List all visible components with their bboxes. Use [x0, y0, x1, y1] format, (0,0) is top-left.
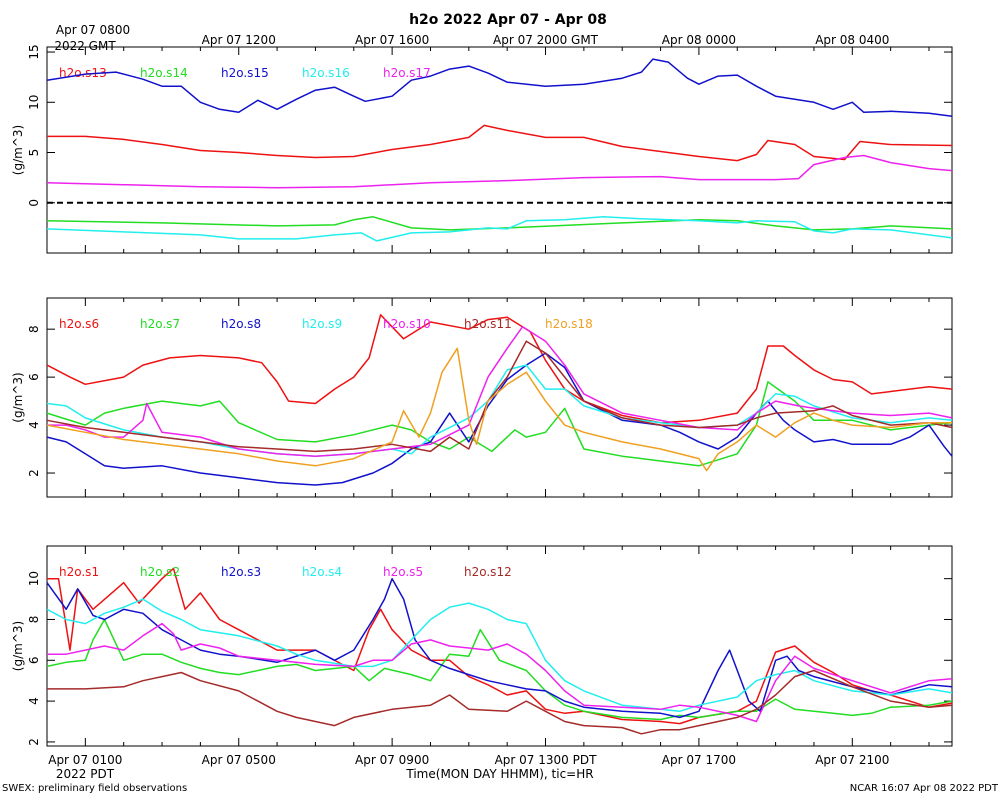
- legend-h2o-s12: h2o.s12: [464, 565, 512, 579]
- legend-h2o-s11: h2o.s11: [464, 317, 512, 331]
- footer-left-note: SWEX: preliminary field observations: [2, 783, 187, 794]
- y-axis-label: (g/m^3): [11, 621, 25, 671]
- top-axis-label: Apr 08 0400: [815, 33, 889, 47]
- top-axis-first-sublabel: 2022 GMT: [54, 39, 116, 53]
- bottom-axis-label: Apr 07 0900: [355, 753, 429, 767]
- y-tick-label: 10: [27, 95, 41, 110]
- top-axis-label: Apr 08 0000: [662, 33, 736, 47]
- plot-frame: [46, 545, 953, 747]
- legend-h2o-s18: h2o.s18: [545, 317, 593, 331]
- series-line-h2o-s2: [46, 618, 953, 721]
- y-tick-label: 8: [27, 616, 41, 624]
- y-tick-label: 5: [27, 149, 41, 157]
- series-line-h2o-s13: [47, 124, 953, 162]
- series-line-h2o-s7: [46, 381, 953, 467]
- y-tick-label: 4: [27, 697, 41, 705]
- y-tick-label: 10: [27, 571, 41, 586]
- top-axis-label: Apr 07 2000 GMT: [493, 33, 599, 47]
- legend-h2o-s3: h2o.s3: [221, 565, 261, 579]
- top-axis-label: Apr 07 1200: [202, 33, 276, 47]
- legend-h2o-s6: h2o.s6: [59, 317, 99, 331]
- y-axis-label: (g/m^3): [11, 125, 25, 175]
- series-line-h2o-s5: [47, 622, 953, 723]
- top-axis-label: Apr 07 1600: [355, 33, 429, 47]
- legend-h2o-s10: h2o.s10: [383, 317, 431, 331]
- y-tick-label: 0: [27, 199, 41, 207]
- legend-h2o-s1: h2o.s1: [59, 565, 99, 579]
- chart-title: h2o 2022 Apr 07 - Apr 08: [409, 12, 607, 28]
- series-line-h2o-s17: [46, 154, 953, 189]
- legend-h2o-s4: h2o.s4: [302, 565, 342, 579]
- series-line-h2o-s16: [46, 216, 953, 242]
- legend-h2o-s17: h2o.s17: [383, 66, 431, 80]
- y-tick-label: 2: [27, 469, 41, 477]
- bottom-axis-title: Time(MON DAY HHMM), tic=HR: [405, 767, 593, 781]
- legend-h2o-s8: h2o.s8: [221, 317, 261, 331]
- bottom-axis-label: Apr 07 1700: [662, 753, 736, 767]
- y-tick-label: 8: [27, 325, 41, 333]
- series-line-h2o-s10: [47, 326, 953, 457]
- y-axis-label: (g/m^3): [11, 372, 25, 422]
- legend-h2o-s14: h2o.s14: [140, 66, 188, 80]
- legend-h2o-s5: h2o.s5: [383, 565, 423, 579]
- series-line-h2o-s15: [46, 58, 953, 118]
- series-line-h2o-s14: [46, 216, 953, 231]
- top-axis-first-label: Apr 07 0800: [56, 23, 130, 37]
- panel-3: 2 4 6 8 10 (g/m^3) h2o.s1 h2o.s2 h2o.s3 h2o.s4 h2o…: [11, 545, 953, 747]
- series-line-h2o-s8: [46, 352, 953, 486]
- bottom-axis-sublabel: 2022 PDT: [56, 767, 115, 781]
- legend-h2o-s2: h2o.s2: [140, 565, 180, 579]
- y-tick-label: 6: [27, 656, 41, 664]
- y-tick-label: 6: [27, 373, 41, 381]
- series-line-h2o-s4: [46, 598, 953, 713]
- bottom-axis-label: Apr 07 0100: [48, 753, 122, 767]
- plot-frame: [46, 297, 953, 498]
- bottom-axis-label: Apr 07 0500: [202, 753, 276, 767]
- series-line-h2o-s11: [46, 340, 953, 453]
- legend-h2o-s9: h2o.s9: [302, 317, 342, 331]
- y-tick-label: 2: [27, 738, 41, 746]
- legend-h2o-s16: h2o.s16: [302, 66, 350, 80]
- series-line-h2o-s18: [46, 347, 952, 472]
- plot-frame: [46, 46, 953, 254]
- bottom-axis-label: Apr 07 2100: [815, 753, 889, 767]
- legend-h2o-s7: h2o.s7: [140, 317, 180, 331]
- series-line-h2o-s12: [47, 669, 953, 735]
- legend-h2o-s15: h2o.s15: [221, 66, 269, 80]
- series-line-h2o-s6: [46, 314, 953, 424]
- bottom-axis-label: Apr 07 1300 PDT: [495, 753, 597, 767]
- panel-2: 2 4 6 8 (g/m^3) h2o.s6 h2o.s7 h2o.s8 h2o.s9 h2o.s…: [11, 297, 953, 498]
- footer-right-note: NCAR 16:07 Apr 08 2022 PDT: [850, 783, 999, 794]
- y-tick-label: 4: [27, 421, 41, 429]
- series-line-h2o-s1: [47, 567, 953, 725]
- y-tick-label: 15: [27, 44, 41, 59]
